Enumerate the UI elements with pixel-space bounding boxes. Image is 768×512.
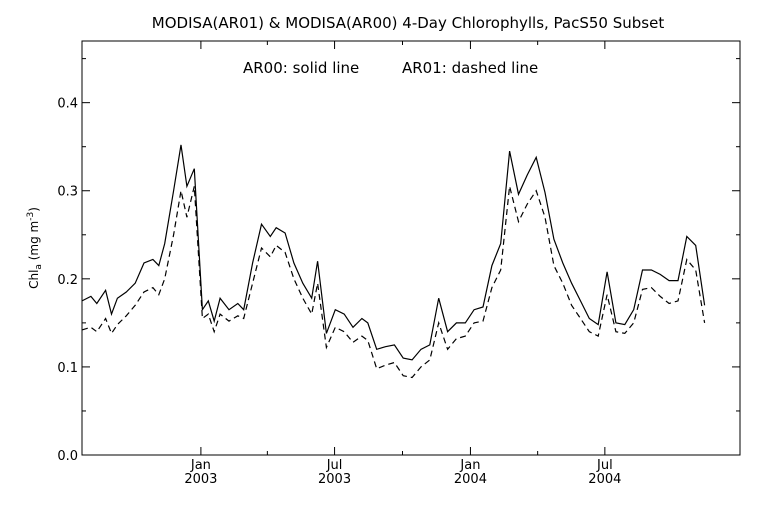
y-tick-label: 0.2 [57,273,78,288]
x-tick-label-month: Jul [596,458,613,473]
y-tick-label: 0.1 [57,361,78,376]
x-tick-label-year: 2003 [184,472,217,487]
y-axis-label-superscript: -3 [26,212,36,221]
y-axis-label-unit-close: ) [27,207,41,212]
plot-frame [81,40,741,456]
series-layer [81,144,706,379]
x-tick-label-month: Jul [326,458,343,473]
y-axis-label-subscript: a [34,264,44,270]
y-tick-label: 0.4 [57,97,78,112]
x-tick-label-year: 2004 [588,472,621,487]
x-tick-label-year: 2004 [454,472,487,487]
axes-layer: 0.00.10.20.30.4Jan2003Jul2003Jan2004Jul2… [57,41,740,487]
y-axis-label-main: Chl [27,270,41,289]
y-tick-label: 0.0 [57,449,78,464]
chart-title: MODISA(AR01) & MODISA(AR00) 4-Day Chloro… [152,14,665,32]
annotation-dashed-line: AR01: dashed line [402,59,538,77]
y-axis-label: Chla (mg m-3) [26,207,44,289]
series-line-ar00 [81,144,706,361]
x-tick-label-month: Jan [190,458,211,473]
annotation-solid-line: AR00: solid line [243,59,359,77]
x-tick-label-year: 2003 [318,472,351,487]
y-tick-label: 0.3 [57,185,78,200]
y-axis-label-unit: (mg m [27,221,41,264]
x-tick-label-month: Jan [459,458,480,473]
series-line-ar01 [81,186,706,379]
